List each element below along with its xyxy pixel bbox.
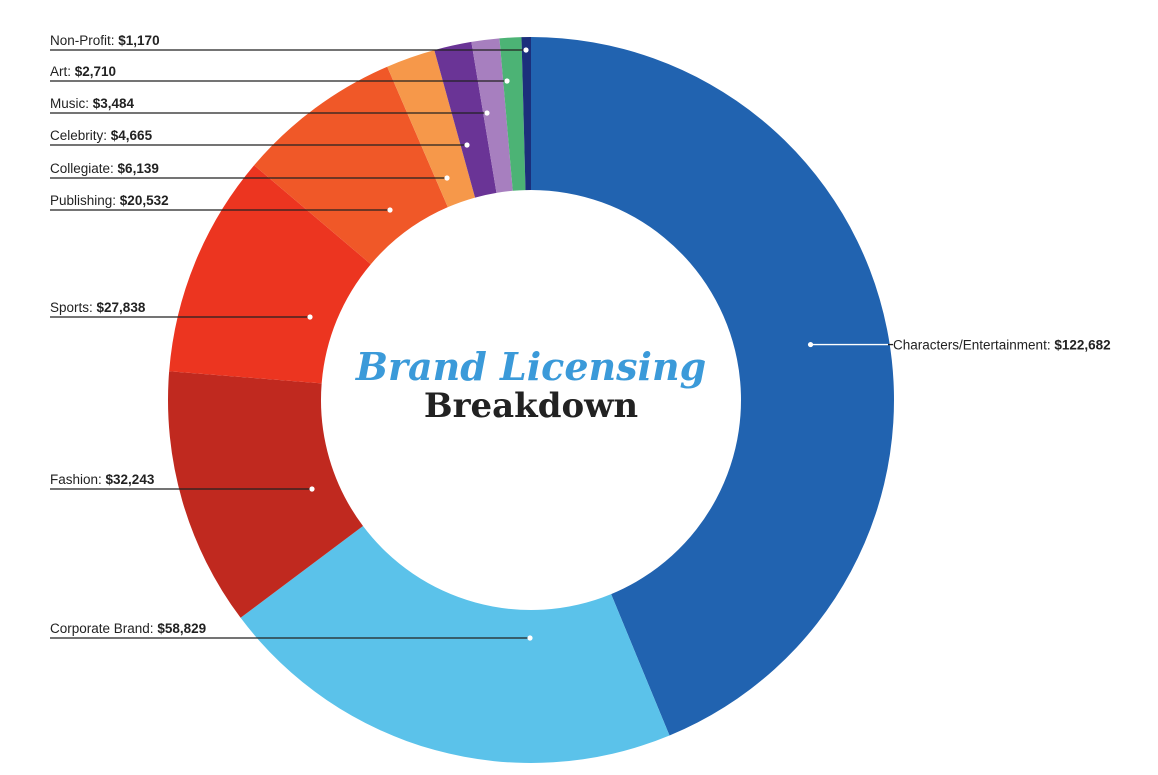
label-value-art: $2,710 xyxy=(75,64,116,79)
leader-dot-music xyxy=(484,110,490,116)
label-value-music: $3,484 xyxy=(93,96,135,111)
chart-title: Brand Licensing xyxy=(355,344,706,389)
slice-non-profit xyxy=(521,37,531,191)
leader-dot-characters-entertainment xyxy=(807,341,814,348)
donut-slices xyxy=(167,37,894,763)
slice-art xyxy=(499,37,526,191)
slice-labels: Characters/Entertainment: $122,682 Corpor… xyxy=(50,33,1111,636)
label-music: Music: $3,484 xyxy=(50,96,135,111)
label-value-publishing: $20,532 xyxy=(120,193,169,208)
leader-dot-sports xyxy=(307,314,313,320)
label-value-corporate-brand: $58,829 xyxy=(157,621,206,636)
label-fashion: Fashion: $32,243 xyxy=(50,472,155,487)
label-category-sports: Sports: xyxy=(50,300,97,315)
label-art: Art: $2,710 xyxy=(50,64,116,79)
label-value-fashion: $32,243 xyxy=(106,472,155,487)
leader-dot-art xyxy=(504,78,510,84)
label-value-celebrity: $4,665 xyxy=(111,128,153,143)
leader-dot-non-profit xyxy=(523,47,529,53)
label-category-celebrity: Celebrity: xyxy=(50,128,111,143)
label-collegiate: Collegiate: $6,139 xyxy=(50,161,159,176)
label-value-collegiate: $6,139 xyxy=(118,161,159,176)
leader-dot-publishing xyxy=(387,207,393,213)
label-category-collegiate: Collegiate: xyxy=(50,161,118,176)
slice-music xyxy=(471,38,513,193)
label-category-art: Art: xyxy=(50,64,75,79)
slice-sports xyxy=(169,165,371,384)
chart-subtitle: Breakdown xyxy=(424,386,638,426)
slice-corporate-brand xyxy=(240,526,670,763)
label-characters-entertainment: Characters/Entertainment: $122,682 xyxy=(893,338,1111,353)
leader-dot-fashion xyxy=(309,486,315,492)
label-corporate-brand: Corporate Brand: $58,829 xyxy=(50,621,206,636)
leader-dot-corporate-brand xyxy=(527,635,533,641)
slice-fashion xyxy=(167,371,364,618)
label-non-profit: Non-Profit: $1,170 xyxy=(50,33,160,48)
label-value-sports: $27,838 xyxy=(97,300,146,315)
label-celebrity: Celebrity: $4,665 xyxy=(50,128,153,143)
label-value-characters-entertainment: $122,682 xyxy=(1054,338,1110,353)
leader-lines xyxy=(50,47,893,641)
slice-publishing xyxy=(254,66,448,265)
label-category-fashion: Fashion: xyxy=(50,472,106,487)
label-category-non-profit: Non-Profit: xyxy=(50,33,118,48)
label-sports: Sports: $27,838 xyxy=(50,300,146,315)
leader-dot-collegiate xyxy=(444,175,450,181)
label-value-non-profit: $1,170 xyxy=(118,33,159,48)
label-category-characters-entertainment: Characters/Entertainment: xyxy=(893,338,1054,353)
label-category-corporate-brand: Corporate Brand: xyxy=(50,621,157,636)
label-category-publishing: Publishing: xyxy=(50,193,120,208)
label-publishing: Publishing: $20,532 xyxy=(50,193,169,208)
leader-dot-celebrity xyxy=(464,142,470,148)
slice-characters-entertainment xyxy=(531,37,894,736)
slice-collegiate xyxy=(387,50,476,208)
label-category-music: Music: xyxy=(50,96,93,111)
